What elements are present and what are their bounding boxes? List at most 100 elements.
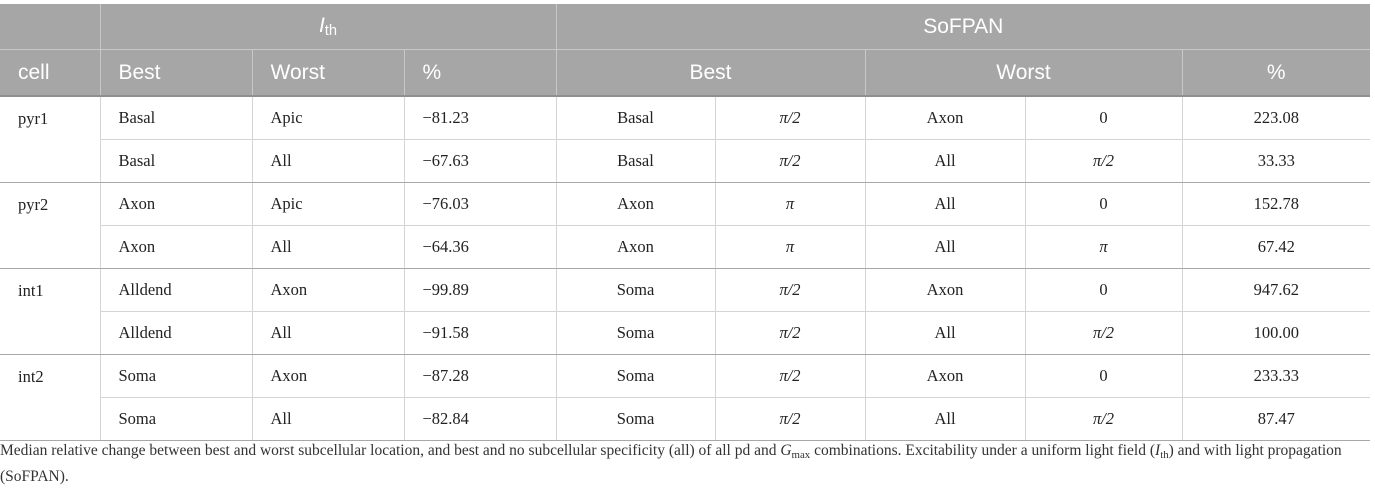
- ith-percent: −76.03: [404, 182, 557, 226]
- ith-worst: All: [252, 225, 405, 269]
- sofpan-worst-phase: 0: [1025, 354, 1183, 398]
- caption-ith-subscript: th: [1160, 449, 1169, 461]
- table-container: Ith SoFPAN cell Best Worst % Best Worst …: [0, 4, 1371, 441]
- header-ith-best: Best: [100, 49, 253, 97]
- sofpan-best: Soma: [556, 354, 716, 398]
- sofpan-best: Axon: [556, 225, 716, 269]
- ith-best: Basal: [100, 139, 253, 183]
- sofpan-worst-phase: π/2: [1025, 311, 1183, 355]
- ith-percent: −67.63: [404, 139, 557, 183]
- table-row: Alldend All −91.58 Soma π/2 All π/2 100.…: [0, 311, 1371, 355]
- sofpan-best-phase: π/2: [715, 96, 866, 140]
- sofpan-percent: 947.62: [1182, 268, 1371, 312]
- header-sofpan-percent: %: [1182, 49, 1371, 97]
- table-row: pyr2 Axon Apic −76.03 Axon π All 0 152.7…: [0, 182, 1371, 269]
- ith-percent: −87.28: [404, 354, 557, 398]
- sofpan-worst-phase: π/2: [1025, 139, 1183, 183]
- table-row: Basal All −67.63 Basal π/2 All π/2 33.33: [0, 139, 1371, 183]
- ith-best: Alldend: [100, 311, 253, 355]
- sofpan-best-phase: π/2: [715, 268, 866, 312]
- header-empty-cell: [0, 4, 101, 50]
- header-ith-group: Ith: [100, 4, 557, 50]
- gmax-subscript: max: [791, 449, 811, 461]
- sofpan-best-phase: π/2: [715, 354, 866, 398]
- ith-worst: Axon: [252, 268, 405, 312]
- ith-worst: All: [252, 397, 405, 441]
- ith-percent: −64.36: [404, 225, 557, 269]
- ith-best: Soma: [100, 354, 253, 398]
- sofpan-percent: 152.78: [1182, 182, 1371, 226]
- ith-worst: All: [252, 139, 405, 183]
- table-row: int2 Soma Axon −87.28 Soma π/2 Axon 0 23…: [0, 354, 1371, 441]
- sofpan-best-phase: π/2: [715, 397, 866, 441]
- table-header: Ith SoFPAN cell Best Worst % Best Worst …: [0, 4, 1371, 97]
- header-sofpan-group: SoFPAN: [556, 4, 1371, 50]
- table-row: Axon All −64.36 Axon π All π 67.42: [0, 225, 1371, 269]
- ith-best: Alldend: [100, 268, 253, 312]
- header-ith-worst: Worst: [252, 49, 405, 97]
- sofpan-best: Soma: [556, 397, 716, 441]
- ith-symbol: I: [318, 14, 325, 37]
- cell-name: int1: [0, 268, 101, 355]
- ith-worst: Apic: [252, 96, 405, 140]
- ith-worst: Axon: [252, 354, 405, 398]
- sofpan-worst-phase: π: [1025, 225, 1183, 269]
- sofpan-worst: All: [865, 139, 1026, 183]
- sofpan-worst-phase: 0: [1025, 182, 1183, 226]
- table-body: pyr1 Basal Apic −81.23 Basal π/2 Axon 0 …: [0, 96, 1371, 441]
- ith-best: Basal: [100, 96, 253, 140]
- caption-text-1: Median relative change between best and …: [0, 442, 781, 459]
- table-caption: Median relative change between best and …: [0, 440, 1370, 487]
- sofpan-worst: Axon: [865, 354, 1026, 398]
- sofpan-percent: 100.00: [1182, 311, 1371, 355]
- sofpan-worst-phase: 0: [1025, 96, 1183, 140]
- sofpan-worst: Axon: [865, 96, 1026, 140]
- caption-text-3: ) and with light propagation (SoFPAN).: [0, 442, 1342, 485]
- sofpan-percent: 87.47: [1182, 397, 1371, 441]
- cell-name: pyr1: [0, 96, 101, 183]
- ith-percent: −91.58: [404, 311, 557, 355]
- header-sofpan-worst: Worst: [865, 49, 1183, 97]
- header-row-groups: Ith SoFPAN: [0, 4, 1371, 50]
- sofpan-best: Basal: [556, 96, 716, 140]
- ith-best: Axon: [100, 225, 253, 269]
- gmax-symbol: G: [780, 442, 792, 459]
- ith-worst: All: [252, 311, 405, 355]
- ith-worst: Apic: [252, 182, 405, 226]
- ith-percent: −82.84: [404, 397, 557, 441]
- header-cell: cell: [0, 49, 101, 97]
- table-row: int1 Alldend Axon −99.89 Soma π/2 Axon 0…: [0, 268, 1371, 355]
- sofpan-best: Axon: [556, 182, 716, 226]
- table-row: Soma All −82.84 Soma π/2 All π/2 87.47: [0, 397, 1371, 441]
- ith-best: Axon: [100, 182, 253, 226]
- sofpan-percent: 223.08: [1182, 96, 1371, 140]
- caption-ith-symbol: I: [1155, 442, 1161, 459]
- sofpan-worst-phase: π/2: [1025, 397, 1183, 441]
- sofpan-worst: All: [865, 397, 1026, 441]
- sofpan-best: Soma: [556, 268, 716, 312]
- sofpan-worst: All: [865, 225, 1026, 269]
- sofpan-best: Soma: [556, 311, 716, 355]
- sofpan-best-phase: π: [715, 225, 866, 269]
- sofpan-worst: All: [865, 182, 1026, 226]
- sofpan-percent: 67.42: [1182, 225, 1371, 269]
- sofpan-best-phase: π: [715, 182, 866, 226]
- ith-best: Soma: [100, 397, 253, 441]
- cell-name: int2: [0, 354, 101, 441]
- sofpan-best: Basal: [556, 139, 716, 183]
- sofpan-worst: Axon: [865, 268, 1026, 312]
- ith-percent: −81.23: [404, 96, 557, 140]
- table-row: pyr1 Basal Apic −81.23 Basal π/2 Axon 0 …: [0, 96, 1371, 183]
- ith-percent: −99.89: [404, 268, 557, 312]
- header-row-columns: cell Best Worst % Best Worst %: [0, 49, 1371, 97]
- sofpan-worst-phase: 0: [1025, 268, 1183, 312]
- sofpan-percent: 233.33: [1182, 354, 1371, 398]
- results-table: Ith SoFPAN cell Best Worst % Best Worst …: [0, 4, 1371, 441]
- sofpan-worst: All: [865, 311, 1026, 355]
- sofpan-best-phase: π/2: [715, 139, 866, 183]
- header-ith-percent: %: [404, 49, 557, 97]
- ith-subscript: th: [324, 23, 338, 39]
- caption-text-2: combinations. Excitability under a unifo…: [810, 442, 1156, 459]
- cell-name: pyr2: [0, 182, 101, 269]
- header-sofpan-best: Best: [556, 49, 866, 97]
